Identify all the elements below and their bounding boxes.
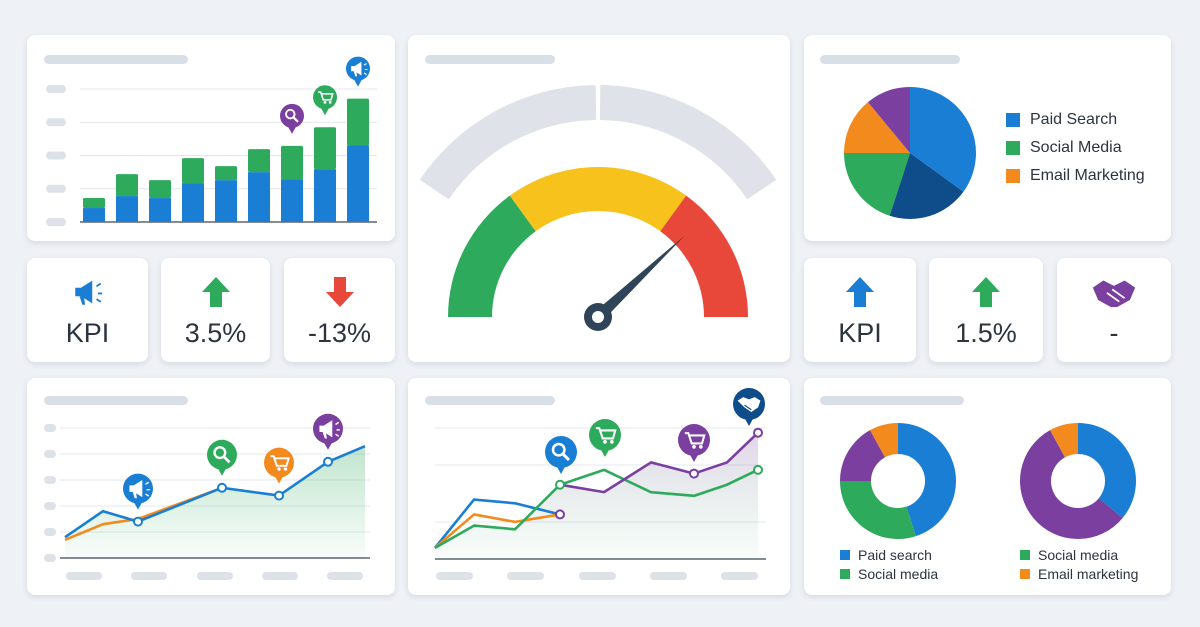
area-chart-card (27, 378, 395, 595)
donut-chart-card: Paid search Social media Social media Em… (804, 378, 1171, 595)
legend-label: Social Media (1030, 139, 1122, 156)
arrow-up-icon (201, 272, 231, 312)
bar-chart-card (27, 35, 395, 241)
arrow-down-icon (325, 272, 355, 312)
kpi-card: KPI (804, 258, 916, 362)
legend-social-media: Social media (840, 566, 938, 582)
handshake-icon (1089, 272, 1139, 312)
legend-label: Paid search (858, 547, 932, 563)
gauge-card (408, 35, 790, 362)
arrow-up-icon (971, 272, 1001, 312)
kpi-card: - (1057, 258, 1171, 362)
title-placeholder (425, 396, 555, 405)
legend-label: Email Marketing (1030, 167, 1145, 184)
kpi-value: KPI (838, 317, 882, 348)
legend-email-marketing: Email Marketing (1006, 167, 1145, 185)
kpi-card: -13% (284, 258, 395, 362)
arrow-up-icon (845, 272, 875, 312)
pie-chart-card: Paid Search Social Media Email Marketing (804, 35, 1171, 241)
kpi-card: 1.5% (929, 258, 1043, 362)
line-chart-card (408, 378, 790, 595)
kpi-value: KPI (65, 317, 110, 348)
legend-label: Paid Search (1030, 111, 1118, 128)
title-placeholder (44, 55, 188, 64)
legend-social-media: Social media (1020, 547, 1118, 563)
legend-label: Email marketing (1038, 566, 1139, 582)
title-placeholder (820, 55, 960, 64)
title-placeholder (44, 396, 188, 405)
kpi-value: 1.5% (955, 317, 1017, 348)
kpi-value: - (1109, 317, 1119, 348)
legend-label: Social media (858, 566, 939, 582)
legend-paid-search: Paid search (840, 547, 932, 563)
legend-email-marketing: Email marketing (1020, 566, 1138, 582)
legend-label: Social media (1038, 547, 1119, 563)
kpi-value: -13% (307, 317, 372, 348)
legend-social-media: Social Media (1006, 139, 1122, 157)
title-placeholder (425, 55, 555, 64)
kpi-value: 3.5% (184, 317, 247, 348)
title-placeholder (820, 396, 964, 405)
legend-paid-search: Paid Search (1006, 111, 1117, 129)
megaphone-icon (68, 272, 108, 312)
kpi-card: 3.5% (161, 258, 270, 362)
kpi-card: KPI (27, 258, 148, 362)
